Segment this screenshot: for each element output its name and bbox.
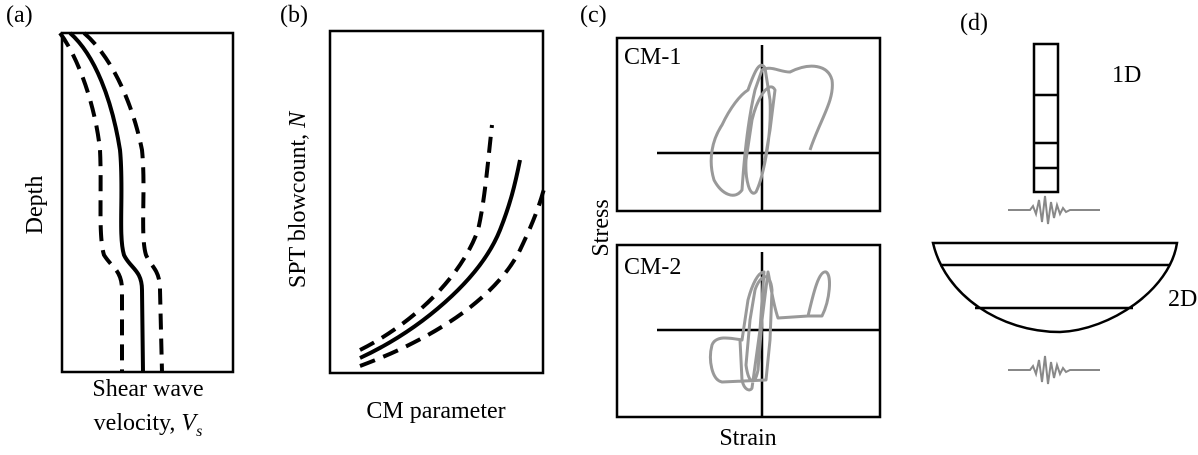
curve [58, 31, 124, 372]
panel-tag: (a) [6, 2, 33, 28]
plot-box [615, 36, 882, 213]
model-label: 2D [1168, 286, 1197, 312]
panel-tag: (d) [960, 10, 988, 36]
curve [359, 159, 522, 360]
curve [82, 31, 164, 373]
x-label: Shear wave [92, 376, 203, 402]
y-label-symbol: N [285, 110, 311, 129]
curve [359, 124, 494, 352]
curve [68, 31, 145, 373]
panel-tag: (b) [280, 2, 308, 28]
box-label: CM-2 [624, 254, 681, 280]
seismogram [1008, 355, 1100, 385]
y-label-text: SPT blowcount, [285, 128, 311, 288]
panel-tag: (c) [580, 2, 607, 28]
soil-column [1032, 42, 1060, 194]
seismogram [1008, 195, 1100, 225]
hysteresis-loop [709, 63, 834, 197]
plot-box [328, 29, 545, 375]
curve [359, 184, 547, 368]
basin [931, 241, 1179, 334]
x-label: velocity, Vs [94, 410, 203, 440]
x-label-subscript: s [196, 423, 202, 440]
x-label: Strain [719, 425, 776, 451]
y-label: SPT blowcount, N [285, 110, 311, 288]
x-label: CM parameter [366, 398, 505, 424]
model-label: 1D [1112, 62, 1141, 88]
plot-box [60, 31, 235, 374]
x-label-text: velocity, [94, 410, 182, 436]
x-label-symbol: V [181, 410, 198, 436]
y-label: Stress [588, 199, 614, 256]
y-label: Depth [22, 176, 48, 235]
box-label: CM-1 [624, 44, 681, 70]
hysteresis-loop [708, 270, 831, 392]
